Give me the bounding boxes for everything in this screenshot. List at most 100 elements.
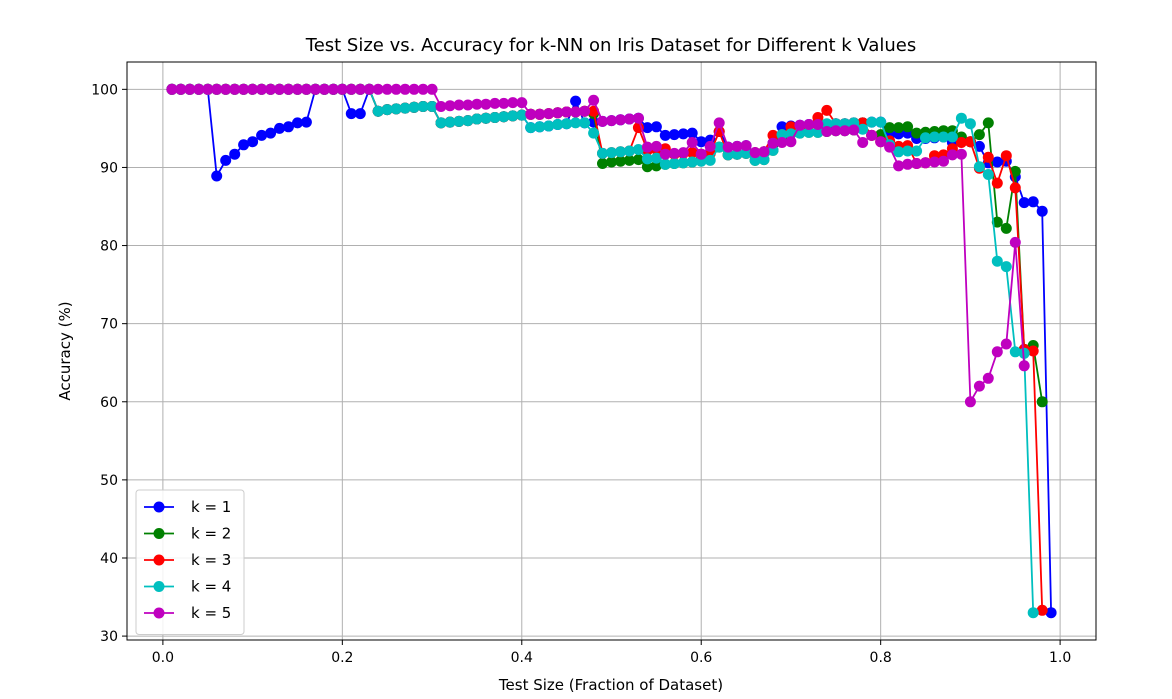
legend-label: k = 2	[191, 525, 231, 543]
data-point	[767, 129, 779, 141]
data-point	[256, 129, 268, 141]
data-point	[704, 140, 716, 152]
data-point	[1009, 346, 1021, 358]
series-layer	[166, 83, 1057, 619]
data-point	[821, 126, 833, 137]
data-point	[938, 131, 949, 143]
legend-label: k = 1	[191, 498, 231, 516]
data-point	[211, 170, 223, 182]
data-point	[327, 83, 339, 95]
legend-box	[135, 489, 245, 635]
data-point	[911, 158, 923, 169]
data-point	[964, 396, 976, 408]
data-point	[615, 114, 626, 126]
data-point	[309, 83, 321, 95]
data-point	[686, 147, 698, 159]
data-point	[471, 98, 483, 110]
data-point	[417, 101, 429, 112]
data-point	[1000, 261, 1012, 273]
data-point	[659, 158, 671, 170]
data-point	[955, 137, 967, 148]
data-point	[713, 141, 725, 153]
legend-label: k = 5	[191, 604, 231, 622]
data-point	[597, 158, 608, 169]
data-point	[606, 156, 617, 168]
data-point	[453, 115, 465, 127]
data-point	[238, 139, 250, 151]
data-point	[498, 97, 510, 109]
data-point	[866, 116, 878, 128]
data-point	[444, 116, 456, 128]
data-point	[973, 140, 985, 152]
data-point	[839, 125, 851, 137]
data-point	[507, 110, 519, 122]
data-point	[641, 161, 653, 173]
data-point	[1027, 196, 1039, 208]
data-point	[884, 141, 896, 153]
legend-item: k = 1	[144, 498, 231, 516]
data-point	[363, 83, 375, 95]
data-point	[776, 137, 788, 148]
data-point	[677, 128, 689, 140]
data-point	[202, 83, 214, 95]
data-point	[462, 99, 474, 111]
data-point	[740, 140, 752, 152]
y-tick-label: 50	[100, 473, 118, 489]
data-point	[525, 122, 537, 134]
data-point	[623, 154, 635, 166]
data-point	[794, 119, 806, 131]
data-point	[588, 94, 600, 106]
y-tick-label: 30	[100, 629, 118, 645]
data-point	[929, 156, 940, 168]
legend-item: k = 2	[144, 525, 231, 543]
data-point	[857, 123, 869, 135]
data-point	[247, 136, 259, 148]
data-point	[570, 95, 582, 107]
data-point	[552, 119, 564, 130]
data-point	[166, 83, 178, 95]
data-point	[821, 104, 833, 116]
data-point	[1027, 607, 1039, 619]
data-point	[193, 83, 205, 95]
data-point	[902, 121, 914, 133]
data-point	[561, 118, 573, 130]
data-point	[695, 136, 707, 148]
y-tick-label: 90	[100, 160, 118, 176]
data-point	[597, 147, 608, 159]
data-point	[561, 106, 573, 118]
data-point	[677, 147, 689, 159]
data-point	[399, 83, 411, 95]
legend-item: k = 3	[144, 551, 231, 569]
x-tick-label: 0.4	[511, 650, 533, 666]
data-point	[238, 83, 250, 95]
data-point	[875, 136, 887, 148]
data-point	[749, 147, 761, 159]
data-point	[875, 116, 887, 128]
data-point	[758, 146, 770, 158]
data-point	[444, 100, 456, 112]
data-point	[211, 83, 223, 95]
data-point	[390, 83, 402, 95]
data-point	[911, 127, 923, 139]
data-point	[884, 122, 896, 134]
data-point	[1000, 338, 1012, 350]
data-point	[265, 127, 277, 139]
data-point	[516, 109, 528, 121]
data-point	[722, 141, 734, 153]
data-point	[283, 83, 294, 95]
data-point	[516, 97, 528, 109]
data-point	[641, 153, 653, 165]
data-point	[372, 105, 384, 117]
data-point	[911, 145, 923, 157]
data-point	[417, 83, 429, 95]
data-point	[964, 118, 976, 130]
x-axis-label: Test Size (Fraction of Dataset)	[498, 676, 723, 694]
data-point	[426, 83, 438, 95]
data-point	[471, 113, 483, 125]
data-point	[1027, 345, 1039, 357]
legend-label: k = 4	[191, 578, 231, 596]
data-point	[704, 154, 716, 166]
data-point	[1000, 222, 1012, 234]
y-tick-label: 70	[100, 317, 118, 333]
data-point	[507, 97, 519, 109]
